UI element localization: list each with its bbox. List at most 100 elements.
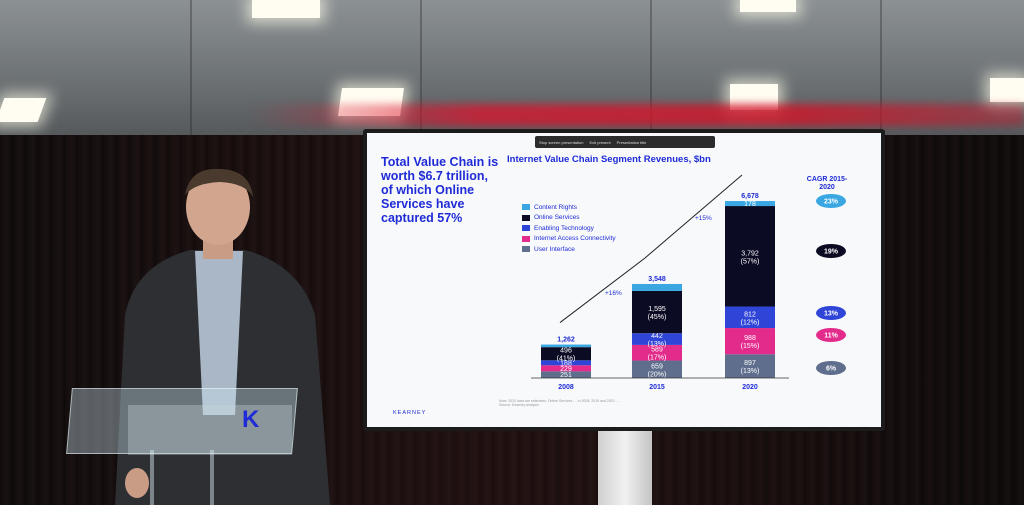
- screen-stand: [598, 428, 652, 505]
- bar-segment: [725, 206, 775, 307]
- legend-swatch: [522, 225, 530, 232]
- toolbar-item[interactable]: Exit present: [589, 139, 611, 145]
- cagr-pill: [816, 361, 846, 375]
- bar-data-label: 229: [560, 366, 572, 373]
- toolbar-item[interactable]: Stop screen presentation: [539, 139, 584, 145]
- cagr-pill: [816, 328, 846, 342]
- bar-total-label: 3,548: [648, 276, 666, 283]
- ceiling-light: [252, 0, 320, 18]
- bar-data-label: (45%): [648, 314, 667, 321]
- cagr-value: 6%: [826, 366, 837, 373]
- speaker-hair: [185, 168, 253, 197]
- slide-headline: Total Value Chain is worth $6.7 trillion…: [381, 155, 499, 225]
- legend-item: Content Rights: [522, 202, 616, 213]
- bar-data-label: 442: [651, 333, 663, 340]
- bar-segment: [632, 290, 682, 334]
- bar-data-label: (13%): [648, 341, 667, 348]
- red-accent-light: [250, 104, 1024, 126]
- footnote-line: Note: 2020 data are estimates; Online Se…: [499, 399, 620, 403]
- bar-segment: [632, 333, 682, 345]
- bar-total-label: 6,678: [741, 193, 759, 200]
- podium-leg: [150, 450, 154, 505]
- bar-segment: [541, 360, 591, 366]
- bar-data-label: 812: [744, 311, 756, 318]
- bar-data-label: (57%): [741, 258, 760, 265]
- legend-item: Enabling Technology: [522, 223, 616, 234]
- bar-segment: [541, 371, 591, 378]
- bar-segment: [725, 354, 775, 378]
- legend-swatch: [522, 204, 530, 211]
- bar-data-label: 1,595: [648, 306, 666, 313]
- legend-item: Online Services: [522, 213, 616, 224]
- slide-footnote: Note: 2020 data are estimates; Online Se…: [499, 399, 779, 407]
- bar-segment: [632, 283, 682, 291]
- x-tick-label: 2008: [558, 384, 574, 391]
- kearney-logo: KEARNEY: [393, 410, 427, 416]
- bar-segment: [725, 306, 775, 329]
- speaker-hand: [125, 468, 149, 498]
- ceiling-panel-line: [190, 0, 192, 135]
- legend-item: User Interface: [522, 244, 616, 255]
- slide: Stop screen presentation Exit present Pr…: [367, 133, 881, 427]
- x-tick-label: 2015: [649, 384, 665, 391]
- speaker-arm: [120, 395, 147, 485]
- ceiling-light: [740, 0, 796, 12]
- bar-segment: [541, 344, 591, 348]
- bar-data-label: (13%): [741, 368, 760, 375]
- podium-front-panel: [128, 405, 292, 455]
- bar-data-label: 178: [744, 201, 756, 208]
- presentation-screen: Stop screen presentation Exit present Pr…: [363, 129, 885, 431]
- bar-data-label: 3,792: [741, 250, 759, 257]
- cagr-value: 13%: [824, 311, 839, 318]
- bar-data-label: 589: [651, 347, 663, 354]
- ceiling-light: [990, 78, 1024, 102]
- cagr-title: CAGR 2015-2020: [806, 176, 848, 191]
- bar-data-label: 897: [744, 360, 756, 367]
- chart-legend: Content Rights Online Services Enabling …: [522, 202, 616, 255]
- legend-swatch: [522, 235, 530, 242]
- bar-segment: [541, 347, 591, 361]
- bar-total-label: 1,262: [557, 337, 575, 344]
- bar-segment: [725, 328, 775, 355]
- bar-segment: [725, 201, 775, 207]
- cagr-value: 11%: [824, 333, 838, 340]
- bar-data-label: (17%): [648, 355, 667, 362]
- ceiling-panel-line: [420, 0, 422, 135]
- presentation-toolbar[interactable]: Stop screen presentation Exit present Pr…: [535, 136, 715, 148]
- speaker: [115, 168, 330, 505]
- bar-data-label: (20%): [648, 371, 667, 378]
- x-tick-label: 2020: [742, 384, 758, 391]
- growth-arrow: [559, 174, 743, 323]
- cagr-pill: [816, 244, 846, 258]
- bar-data-label: (15%): [741, 343, 760, 350]
- bar-data-label: 496: [560, 348, 572, 355]
- bar-data-label: 988: [744, 335, 756, 342]
- legend-label: User Interface: [534, 245, 575, 253]
- bar-data-label: 188: [560, 360, 572, 367]
- bar-segment: [541, 365, 591, 372]
- legend-label: Internet Access Connectivity: [534, 235, 616, 243]
- growth-label: +16%: [605, 290, 622, 297]
- legend-label: Content Rights: [534, 203, 577, 211]
- toolbar-item[interactable]: Presentation title: [616, 139, 647, 145]
- speaker-face: [186, 169, 250, 245]
- legend-label: Enabling Technology: [534, 224, 594, 232]
- ceiling-panel-line: [650, 0, 652, 135]
- bar-data-label: (12%): [741, 319, 760, 326]
- cagr-value: 23%: [824, 199, 839, 206]
- legend-swatch: [522, 246, 530, 253]
- bar-segment: [632, 344, 682, 361]
- growth-label: +15%: [695, 215, 712, 222]
- bar-data-label: 659: [651, 363, 663, 370]
- legend-label: Online Services: [534, 214, 580, 222]
- bar-segment: [632, 360, 682, 378]
- cagr-pill: [816, 306, 846, 320]
- podium-logo: K: [242, 406, 260, 433]
- podium-leg: [210, 450, 214, 505]
- cagr-pill: [816, 194, 846, 208]
- footnote-line: Source: Kearney analysis: [499, 403, 539, 407]
- chart-title: Internet Value Chain Segment Revenues, $…: [507, 154, 711, 165]
- bar-data-label: (41%): [557, 356, 576, 363]
- cagr-value: 19%: [824, 249, 839, 256]
